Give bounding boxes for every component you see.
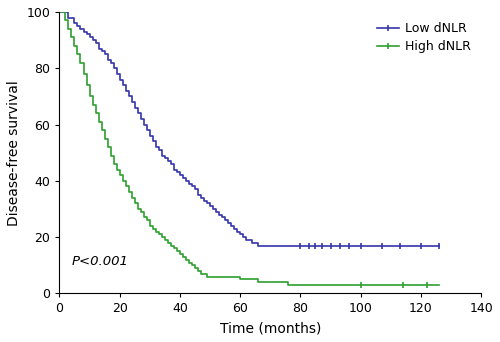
Legend: Low dNLR, High dNLR: Low dNLR, High dNLR bbox=[373, 18, 475, 57]
Y-axis label: Disease-free survival: Disease-free survival bbox=[7, 80, 21, 226]
Text: P<0.001: P<0.001 bbox=[72, 255, 128, 268]
X-axis label: Time (months): Time (months) bbox=[220, 321, 321, 335]
